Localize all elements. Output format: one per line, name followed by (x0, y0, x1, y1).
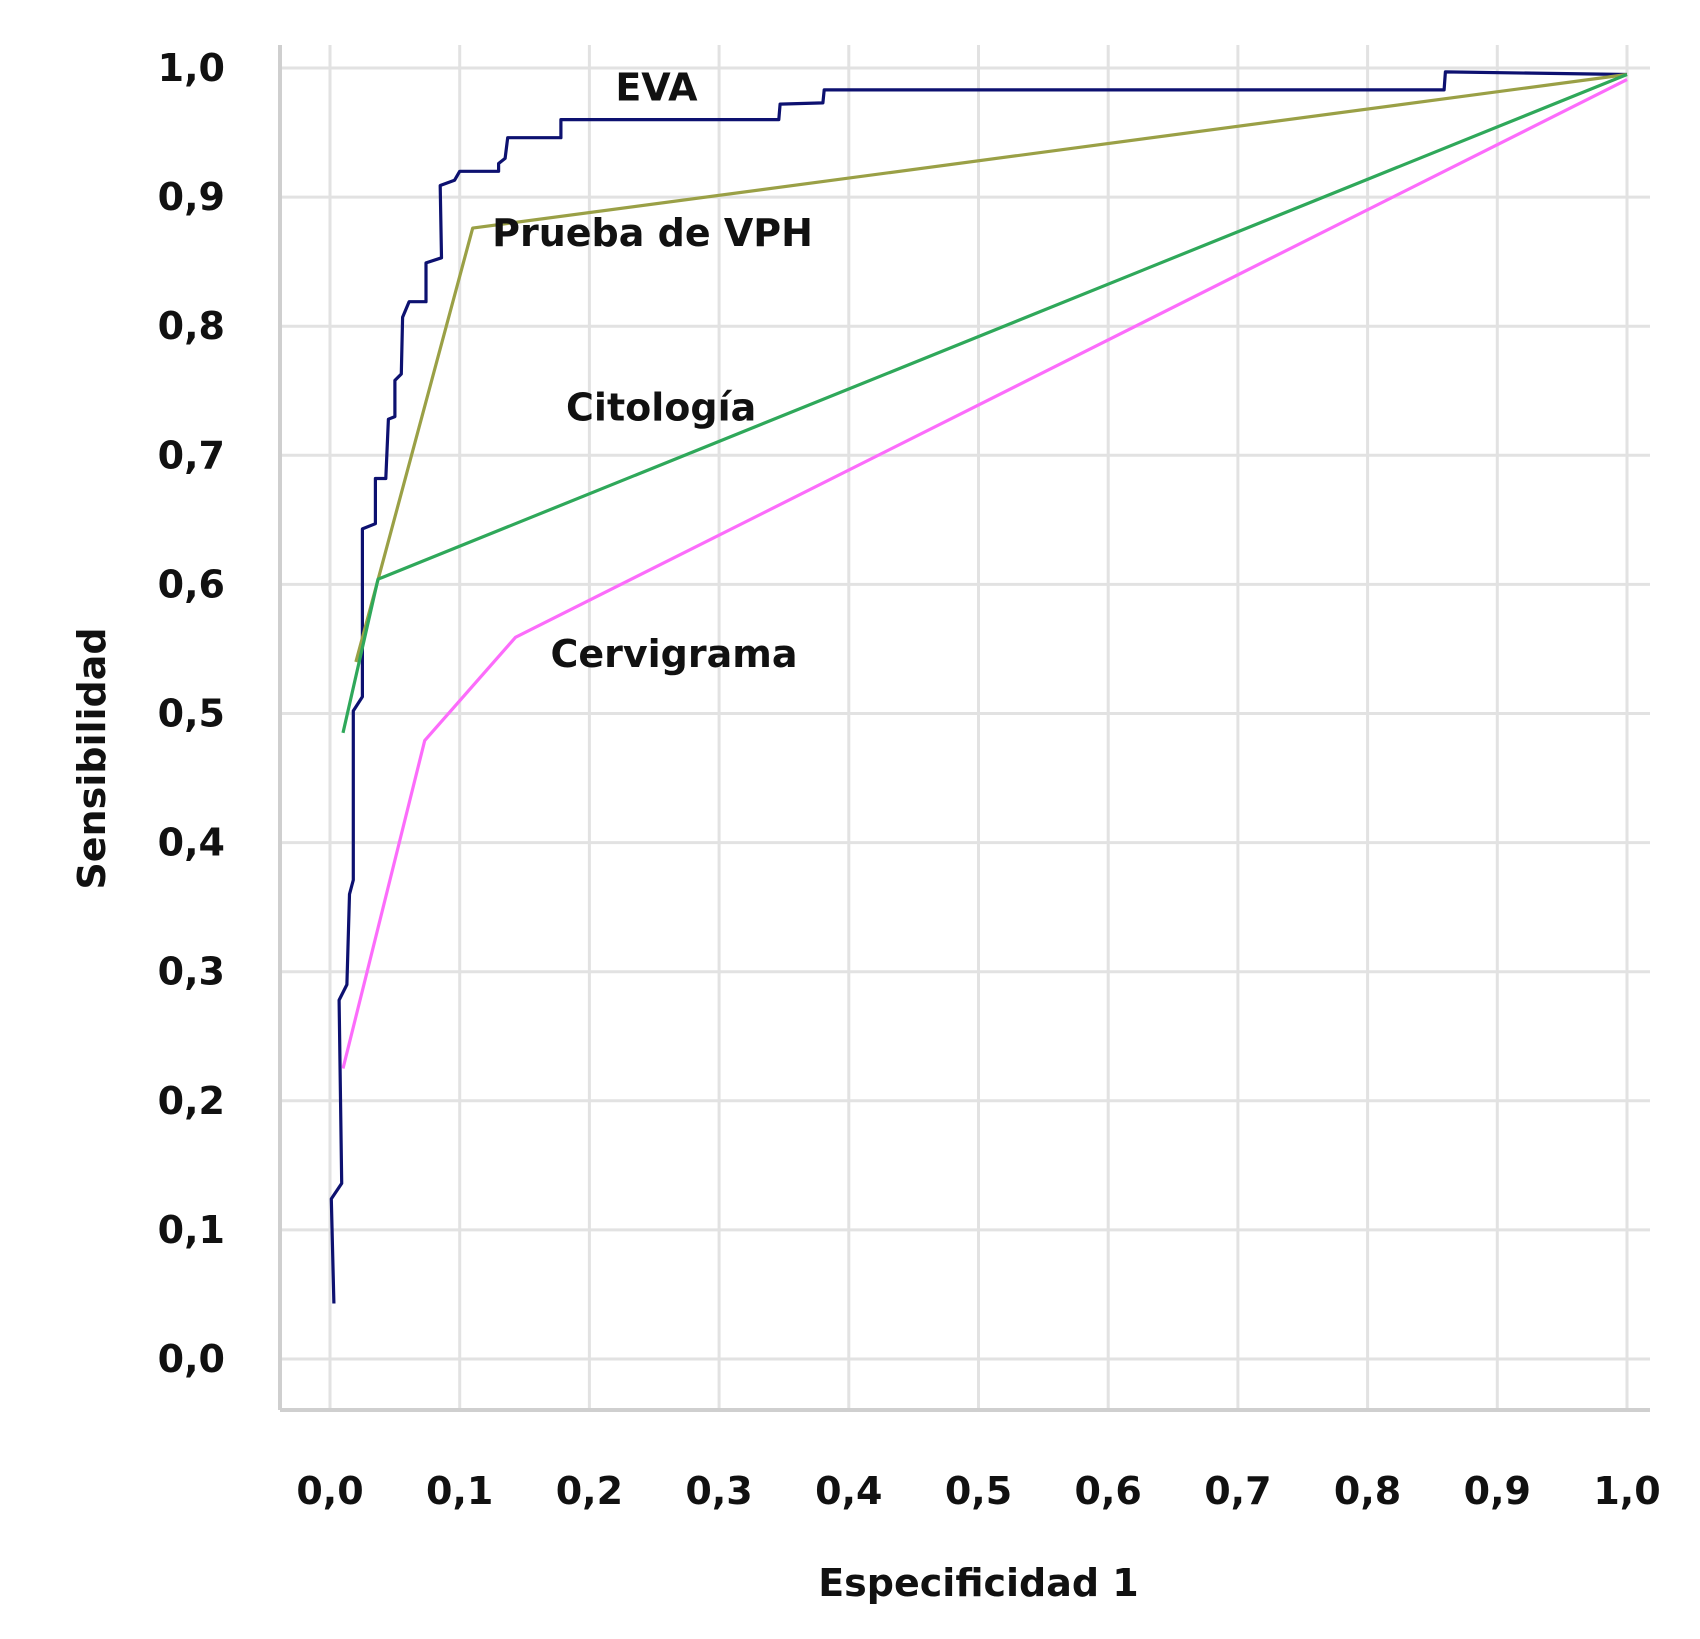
x-axis-ticks: 0,0 0,1 0,2 0,3 0,4 0,5 0,6 0,7 0,8 0,9 1,0 (296, 1469, 1660, 1513)
y-tick-label: 0,6 (158, 562, 225, 606)
x-tick-label: 0,0 (296, 1469, 363, 1513)
y-tick-label: 0,4 (158, 821, 225, 865)
series-line-cervigrama (341, 78, 1628, 1069)
series-label: Cervigrama (550, 632, 797, 676)
x-tick-label: 0,1 (426, 1469, 493, 1513)
y-tick-label: 0,5 (158, 692, 225, 736)
y-tick-label: 0,8 (158, 304, 225, 348)
series-line-eva (329, 70, 1628, 1304)
x-tick-label: 0,5 (945, 1469, 1012, 1513)
y-tick-label: 1,0 (158, 46, 225, 90)
x-tick-label: 0,6 (1075, 1469, 1142, 1513)
series-label: EVA (615, 65, 698, 109)
axes (278, 45, 1650, 1412)
x-tick-label: 0,7 (1204, 1469, 1271, 1513)
x-tick-label: 0,2 (556, 1469, 623, 1513)
series-label: Citología (566, 385, 756, 429)
y-tick-label: 0,0 (158, 1337, 225, 1381)
y-tick-label: 0,1 (158, 1208, 225, 1252)
series-line-prueba-de-vph (354, 72, 1628, 663)
series-line-citolog-a (341, 73, 1628, 734)
x-axis-label: Especificidad 1 (818, 1561, 1139, 1605)
series-label: Prueba de VPH (492, 211, 813, 255)
grid (280, 45, 1650, 1410)
y-tick-label: 0,7 (158, 433, 225, 477)
y-axis-ticks: 0,0 0,1 0,2 0,3 0,4 0,5 0,6 0,7 0,8 0,9 1,0 (158, 46, 225, 1381)
series-labels: EVA Prueba de VPH Citología Cervigrama (492, 65, 813, 676)
y-tick-label: 0,3 (158, 950, 225, 994)
series-lines (329, 70, 1628, 1304)
x-tick-label: 0,8 (1334, 1469, 1401, 1513)
x-tick-label: 0,3 (685, 1469, 752, 1513)
y-axis-label: Sensibilidad (70, 627, 114, 889)
y-tick-label: 0,9 (158, 175, 225, 219)
y-tick-label: 0,2 (158, 1079, 225, 1123)
x-tick-label: 0,4 (815, 1469, 882, 1513)
x-tick-label: 1,0 (1593, 1469, 1660, 1513)
x-tick-label: 0,9 (1464, 1469, 1531, 1513)
